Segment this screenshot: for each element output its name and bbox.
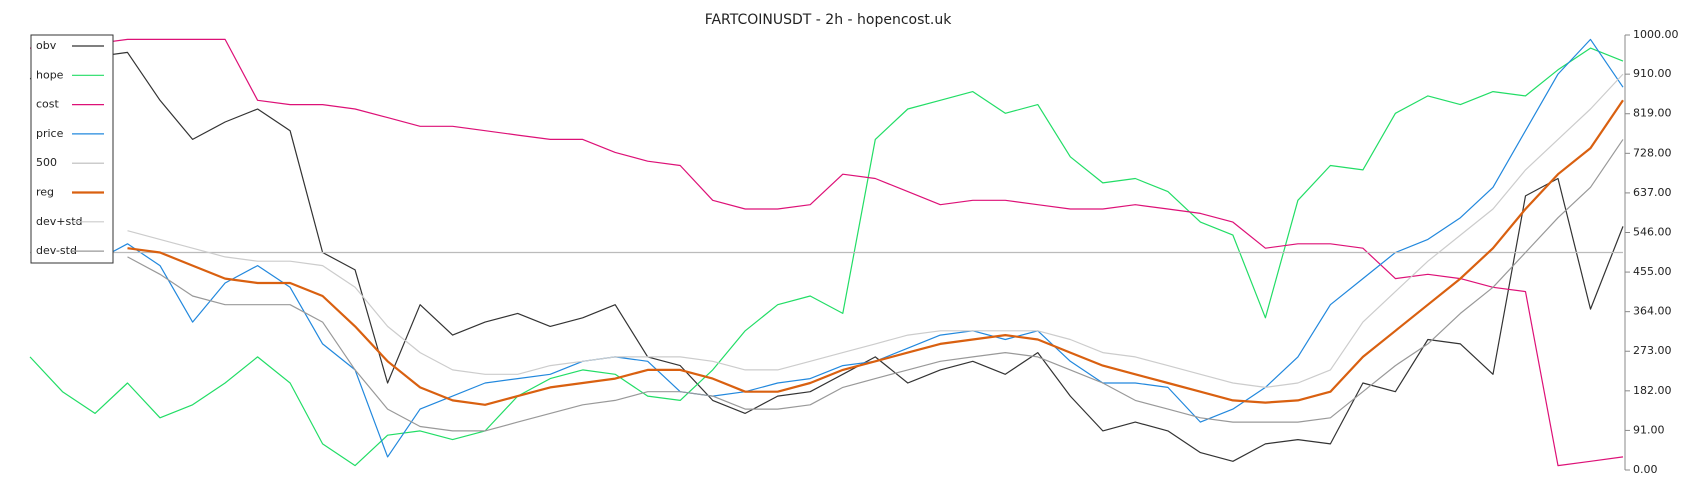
legend-label: hope [36,68,64,81]
legend-label: reg [36,186,54,199]
y-tick-label: 364.00 [1633,305,1672,318]
series-line [127,139,1624,432]
legend-label: price [36,127,64,140]
y-tick-label: 0.00 [1633,463,1658,476]
series-line [30,38,1624,467]
legend-box [30,34,114,264]
y-tick-label: 273.00 [1633,344,1672,357]
y-tick-label: 637.00 [1633,186,1672,199]
legend-label: dev+std [36,215,83,228]
series-line [94,38,1624,458]
y-tick-label: 455.00 [1633,265,1672,278]
plot-area [29,38,1624,467]
legend-label: dev-std [36,244,77,257]
y-tick-label: 910.00 [1633,67,1672,80]
y-tick-label: 91.00 [1633,423,1665,436]
legend-label: cost [36,98,60,111]
chart-title: FARTCOINUSDT - 2h - hopencost.uk [705,12,953,28]
y-tick-label: 546.00 [1633,225,1672,238]
y-tick-label: 182.00 [1633,384,1672,397]
legend-label: 500 [36,156,57,169]
y-tick-label: 1000.00 [1633,28,1679,41]
y-tick-label: 819.00 [1633,107,1672,120]
legend-label: obv [36,39,57,52]
series-line [127,99,1624,406]
legend: obv hope cost price 500 reg dev+std dev-std [30,34,114,264]
series-line [29,47,1624,467]
series-line [29,51,1624,462]
series-line [127,73,1624,388]
y-tick-label: 728.00 [1633,146,1672,159]
